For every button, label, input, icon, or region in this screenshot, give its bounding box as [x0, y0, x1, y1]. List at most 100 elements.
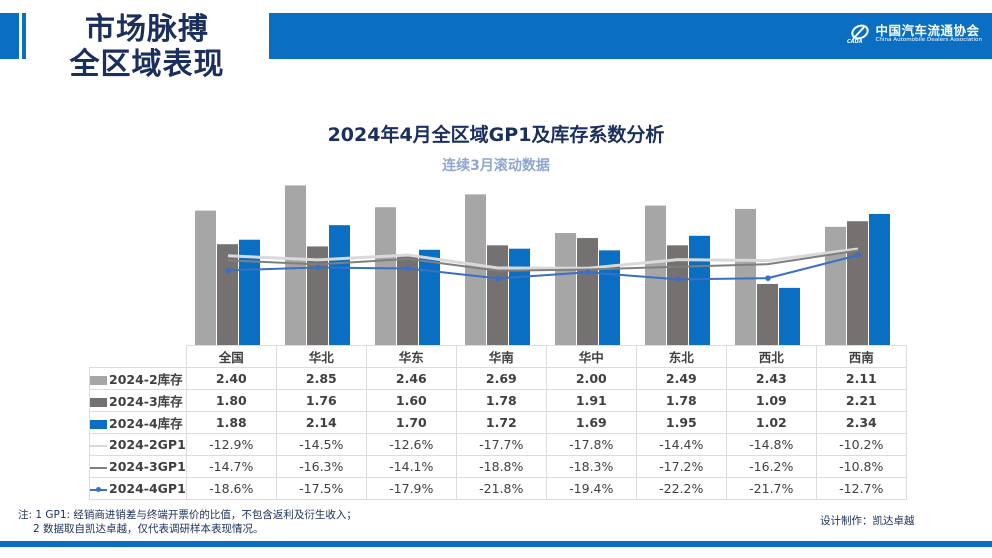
bar-2024-2库存: [735, 208, 756, 345]
legend-entry: 2024-3GP1: [89, 455, 187, 478]
table-cell: 1.80: [185, 389, 277, 412]
bar-2024-3库存: [487, 245, 508, 345]
legend-label: 2024-3库存: [109, 394, 183, 409]
bar-2024-2库存: [555, 233, 576, 345]
legend-swatch-line: [90, 485, 107, 494]
bar-2024-2库存: [375, 207, 396, 345]
table-cell: 2.34: [815, 411, 907, 434]
bar-2024-3库存: [397, 255, 418, 345]
legend-label: 2024-4库存: [109, 416, 183, 431]
point-2024-4GP1: [405, 265, 411, 272]
point-2024-4GP1: [315, 264, 321, 271]
table-cell: 2.21: [815, 389, 907, 412]
table-cell: 1.60: [365, 389, 457, 412]
point-2024-4GP1: [675, 276, 681, 283]
category-label: 西南: [815, 345, 907, 368]
header-left-block: [0, 13, 19, 59]
table-cell: 2.46: [365, 367, 457, 390]
point-2024-4GP1: [225, 267, 231, 274]
category-label: 华北: [275, 345, 367, 368]
table-cell: 2.49: [635, 367, 727, 390]
bar-2024-3库存: [307, 246, 328, 345]
table-cell: -17.9%: [365, 477, 457, 500]
table-cell: -14.8%: [725, 433, 817, 456]
design-credit: 设计制作：凯达卓越: [820, 515, 915, 527]
category-label: 西北: [725, 345, 817, 368]
chart-subtitle: 连续3月滚动数据: [442, 158, 550, 174]
page-title-line2: 全区域表现: [69, 47, 225, 82]
svg-text:CADA: CADA: [847, 39, 863, 44]
table-cell: -10.2%: [815, 433, 907, 456]
category-label: 东北: [635, 345, 727, 368]
bar-2024-2库存: [195, 210, 216, 345]
footnote: 注: 1 GP1: 经销商进销差与终端开票价的比值，不包含返利及衍生收入； 2 …: [18, 508, 357, 536]
point-2024-4GP1: [495, 275, 501, 282]
chart-title: 2024年4月全区域GP1及库存系数分析: [327, 124, 665, 146]
table-cell: 2.14: [275, 411, 367, 434]
table-row: 2024-4库存 1.88 2.14 1.70 1.72 1.69 1.95 1.02 2.34: [89, 411, 907, 434]
legend-swatch-line: [90, 463, 107, 472]
legend-swatch-line: [90, 441, 107, 450]
bar-2024-4库存: [689, 235, 710, 345]
bar-2024-3库存: [577, 238, 598, 345]
table-cell: -16.2%: [725, 455, 817, 478]
point-2024-4GP1: [855, 252, 861, 259]
table-cell: 1.70: [365, 411, 457, 434]
table-cell: -14.4%: [635, 433, 727, 456]
legend-entry: 2024-4GP1: [89, 477, 187, 500]
table-cell: 2.43: [725, 367, 817, 390]
page-title-line1: 市场脉搏: [85, 12, 209, 47]
table-cell: 1.91: [545, 389, 637, 412]
table-row: 2024-3GP1 -14.7% -16.3% -14.1% -18.8% -18.3% -…: [89, 455, 907, 478]
table-header-row: 全国 华北 华东 华南 华中 东北 西北 西南: [89, 345, 907, 368]
table-cell: -18.3%: [545, 455, 637, 478]
footer-band: [0, 541, 992, 547]
category-label: 华东: [365, 345, 457, 368]
table-cell: -17.2%: [635, 455, 727, 478]
bar-2024-4库存: [509, 248, 530, 345]
page-title: 市场脉搏 全区域表现: [52, 12, 242, 82]
bar-2024-3库存: [667, 245, 688, 345]
table-cell: -16.3%: [275, 455, 367, 478]
legend-swatch-bar: [90, 420, 107, 429]
table-cell: 1.78: [455, 389, 547, 412]
table-cell: 1.95: [635, 411, 727, 434]
table-cell: -21.7%: [725, 477, 817, 500]
table-cell: 1.09: [725, 389, 817, 412]
table-cell: 1.76: [275, 389, 367, 412]
table-cell: 1.72: [455, 411, 547, 434]
point-2024-4GP1: [765, 275, 771, 281]
table-cell: 2.85: [275, 367, 367, 390]
legend-swatch-bar: [90, 376, 107, 385]
category-label: 华南: [455, 345, 547, 368]
table-cell: -18.8%: [455, 455, 547, 478]
legend-label: 2024-2库存: [109, 372, 183, 387]
legend-label: 2024-4GP1: [109, 481, 186, 496]
legend-swatch-bar: [90, 398, 107, 407]
header-left-stripe: [22, 13, 26, 59]
category-label: 全国: [185, 345, 277, 368]
cada-logo: CADA 中国汽车流通协会 China Automobile Dealers A…: [845, 24, 982, 44]
footnote-line2: 2 数据取自凯达卓越，仅代表调研样本表现情况。: [33, 523, 264, 535]
table-cell: 2.69: [455, 367, 547, 390]
table-cell: 1.78: [635, 389, 727, 412]
table-cell: -14.7%: [185, 455, 277, 478]
line-2024-2GP1: [227, 247, 859, 270]
header-band: [269, 13, 992, 59]
bar-2024-2库存: [825, 226, 846, 345]
line-2024-3GP1: [227, 249, 859, 272]
legend-entry: 2024-2库存: [89, 367, 187, 390]
bar-2024-2库存: [285, 185, 306, 345]
table-row: 2024-2库存 2.40 2.85 2.46 2.69 2.00 2.49 2.43 2.11: [89, 367, 907, 390]
table-cell: -19.4%: [545, 477, 637, 500]
legend-label: 2024-3GP1: [109, 459, 186, 474]
bar-2024-4库存: [779, 287, 800, 345]
table-cell: -17.7%: [455, 433, 547, 456]
table-cell: -14.1%: [365, 455, 457, 478]
table-cell: -18.6%: [185, 477, 277, 500]
table-cell: -12.7%: [815, 477, 907, 500]
table-cell: -10.8%: [815, 455, 907, 478]
line-2024-4GP1: [227, 254, 859, 281]
table-corner: [89, 345, 187, 368]
table-cell: 1.88: [185, 411, 277, 434]
